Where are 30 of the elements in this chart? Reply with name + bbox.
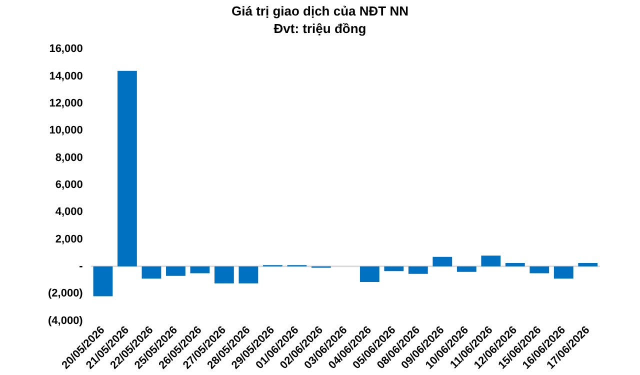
y-tick-label: (2,000) [48,288,84,300]
y-tick-label: 16,000 [49,43,83,56]
bar [118,70,137,266]
bar [481,256,501,266]
bar [142,266,162,279]
bar [554,266,574,279]
chart-subtitle: Đvt: triệu đồng [274,20,366,36]
bar [530,266,550,274]
y-tick-label: 12,000 [49,98,83,110]
y-tick-label: 10,000 [49,124,83,137]
bar [190,266,210,274]
bar [238,266,258,284]
bar [408,266,428,274]
bar [93,266,113,296]
bar [360,266,380,282]
y-tick-label: (4,000) [48,314,84,327]
y-tick-label: 6,000 [55,179,83,191]
bar [432,256,452,266]
bar [166,266,186,276]
y-tick-label: - [79,260,84,272]
bar [214,266,234,284]
chart-title: Giá trị giao dịch của NĐT NN [232,3,408,18]
bar [505,263,525,266]
y-tick-label: 4,000 [55,206,83,218]
bar [578,263,598,266]
bar [456,266,476,272]
bar [384,266,404,272]
y-tick-label: 8,000 [55,152,83,164]
y-tick-label: 2,000 [55,233,83,246]
y-tick-label: 14,000 [49,70,83,82]
